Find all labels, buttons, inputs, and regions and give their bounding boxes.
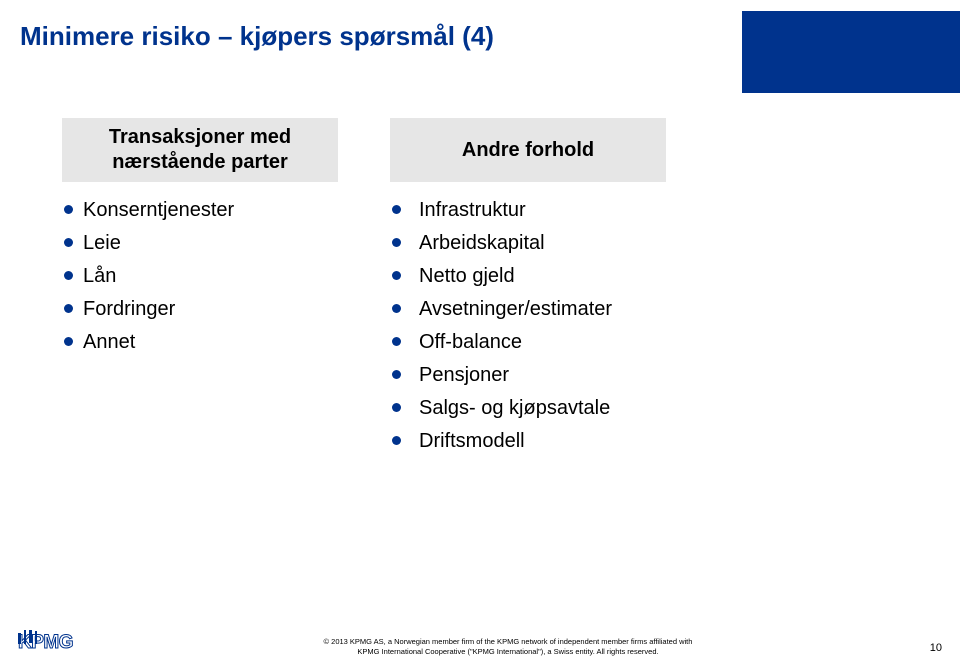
column-right: Andre forhold Infrastruktur Arbeidskapit… <box>390 118 666 462</box>
logo-text: KPMG <box>18 632 84 654</box>
bullet-icon <box>64 205 73 214</box>
list-item-label: Pensjoner <box>419 363 509 387</box>
column-left-list: Konserntjenester Leie Lån Fordringer Ann… <box>62 198 338 354</box>
list-item-label: Driftsmodell <box>419 429 525 453</box>
bullet-icon <box>392 205 401 214</box>
column-left-header: Transaksjoner med nærstående parter <box>62 118 338 182</box>
list-item: Lån <box>64 264 338 288</box>
list-item: Driftsmodell <box>392 429 666 453</box>
kpmg-logo: KPMG <box>18 630 84 656</box>
list-item: Fordringer <box>64 297 338 321</box>
list-item: Infrastruktur <box>392 198 666 222</box>
list-item-label: Annet <box>83 330 135 354</box>
list-item-label: Arbeidskapital <box>419 231 545 255</box>
header-accent-bar <box>742 11 960 93</box>
bullet-icon <box>392 271 401 280</box>
list-item: Avsetninger/estimater <box>392 297 666 321</box>
page-number: 10 <box>930 642 942 654</box>
list-item: Netto gjeld <box>392 264 666 288</box>
slide-page: Minimere risiko – kjøpers spørsmål (4) T… <box>0 0 960 664</box>
bullet-icon <box>64 271 73 280</box>
bullet-icon <box>392 238 401 247</box>
list-item-label: Infrastruktur <box>419 198 526 222</box>
list-item: Arbeidskapital <box>392 231 666 255</box>
list-item: Leie <box>64 231 338 255</box>
list-item-label: Fordringer <box>83 297 175 321</box>
column-right-header: Andre forhold <box>390 118 666 182</box>
list-item-label: Konserntjenester <box>83 198 234 222</box>
list-item-label: Avsetninger/estimater <box>419 297 612 321</box>
list-item-label: Netto gjeld <box>419 264 515 288</box>
list-item-label: Off-balance <box>419 330 522 354</box>
copyright-text: © 2013 KPMG AS, a Norwegian member firm … <box>278 637 738 656</box>
list-item-label: Salgs- og kjøpsavtale <box>419 396 610 420</box>
list-item: Off-balance <box>392 330 666 354</box>
page-title: Minimere risiko – kjøpers spørsmål (4) <box>20 21 494 52</box>
bullet-icon <box>64 337 73 346</box>
footer: KPMG © 2013 KPMG AS, a Norwegian member … <box>0 628 960 658</box>
bullet-icon <box>392 370 401 379</box>
bullet-icon <box>392 304 401 313</box>
bullet-icon <box>392 403 401 412</box>
bullet-icon <box>392 436 401 445</box>
header-main: Minimere risiko – kjøpers spørsmål (4) <box>0 11 734 93</box>
column-right-list: Infrastruktur Arbeidskapital Netto gjeld… <box>390 198 666 453</box>
bullet-icon <box>392 337 401 346</box>
bullet-icon <box>64 304 73 313</box>
column-left: Transaksjoner med nærstående parter Kons… <box>62 118 338 363</box>
copyright-line1: © 2013 KPMG AS, a Norwegian member firm … <box>324 637 693 646</box>
list-item: Konserntjenester <box>64 198 338 222</box>
header-band: Minimere risiko – kjøpers spørsmål (4) <box>0 11 960 93</box>
list-item-label: Lån <box>83 264 116 288</box>
copyright-line2: KPMG International Cooperative ("KPMG In… <box>357 647 658 656</box>
list-item: Salgs- og kjøpsavtale <box>392 396 666 420</box>
list-item-label: Leie <box>83 231 121 255</box>
bullet-icon <box>64 238 73 247</box>
list-item: Pensjoner <box>392 363 666 387</box>
list-item: Annet <box>64 330 338 354</box>
